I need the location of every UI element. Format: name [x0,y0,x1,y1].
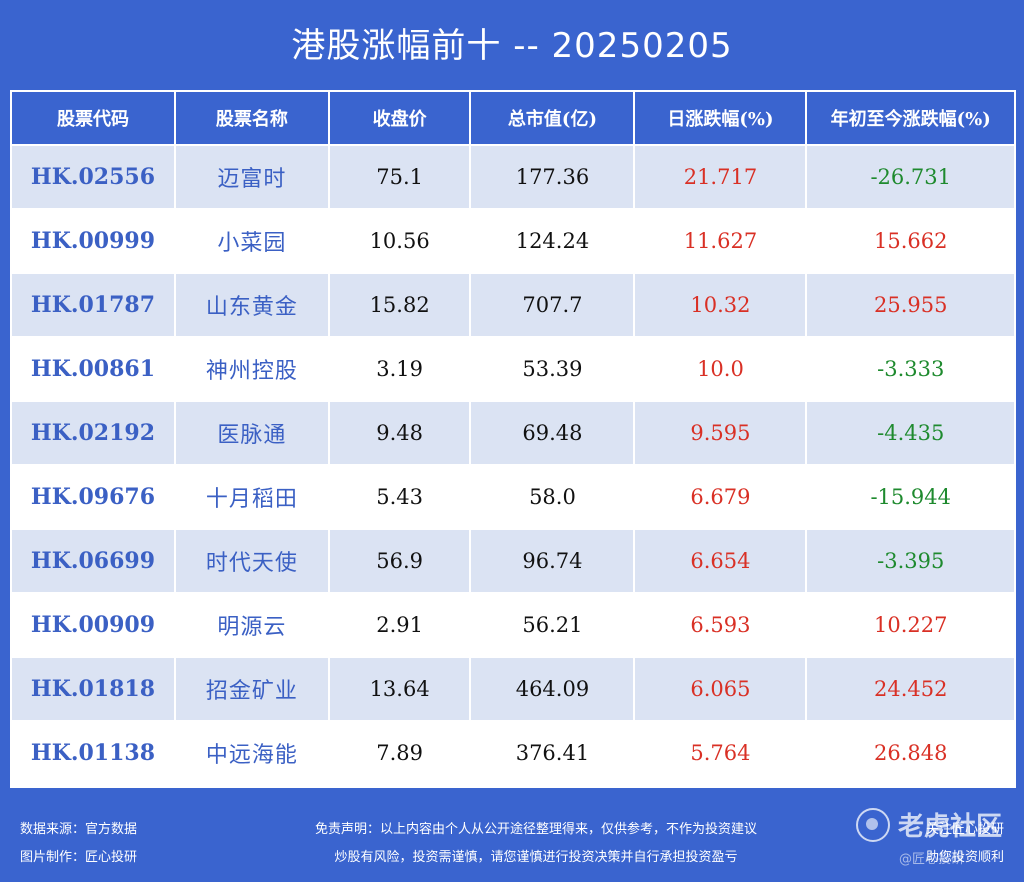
stock-name-cell: 医脉通 [175,402,328,464]
stock-code-cell: HK.00909 [12,594,174,656]
market-cap-cell: 53.39 [471,338,634,400]
header-code[interactable]: 股票代码 [12,92,174,144]
stock-code-cell: HK.09676 [12,466,174,528]
market-cap-cell: 376.41 [471,722,634,784]
stock-name-cell: 十月稻田 [175,466,328,528]
header-day-change[interactable]: 日涨跌幅(%) [635,92,806,144]
table-row[interactable]: HK.09676 十月稻田 5.43 58.0 6.679 -15.944 [12,466,1014,528]
ytd-change-cell: -4.435 [807,402,1014,464]
ytd-change-cell: 24.452 [807,658,1014,720]
close-price-cell: 5.43 [329,466,470,528]
table-row[interactable]: HK.01787 山东黄金 15.82 707.7 10.32 25.955 [12,274,1014,336]
day-change-cell: 6.654 [635,530,806,592]
header-market-cap[interactable]: 总市值(亿) [471,92,634,144]
day-change-cell: 6.065 [635,658,806,720]
close-price-cell: 56.9 [329,530,470,592]
stock-code-cell: HK.00999 [12,210,174,272]
stock-name-cell: 招金矿业 [175,658,328,720]
day-change-cell: 10.32 [635,274,806,336]
close-price-cell: 15.82 [329,274,470,336]
table-row[interactable]: HK.02192 医脉通 9.48 69.48 9.595 -4.435 [12,402,1014,464]
stock-name-cell: 小菜园 [175,210,328,272]
table-row[interactable]: HK.00999 小菜园 10.56 124.24 11.627 15.662 [12,210,1014,272]
close-price-cell: 2.91 [329,594,470,656]
ytd-change-cell: 10.227 [807,594,1014,656]
stock-name-cell: 明源云 [175,594,328,656]
footer-wish: 助您投资顺利 [925,850,1004,865]
ytd-change-cell: 26.848 [807,722,1014,784]
stock-code-cell: HK.02192 [12,402,174,464]
ytd-change-cell: -15.944 [807,466,1014,528]
close-price-cell: 13.64 [329,658,470,720]
stock-table: 股票代码 股票名称 收盘价 总市值(亿) 日涨跌幅(%) 年初至今涨跌幅(%) … [10,90,1016,786]
stock-name-cell: 神州控股 [175,338,328,400]
day-change-cell: 6.593 [635,594,806,656]
market-cap-cell: 464.09 [471,658,634,720]
header-name[interactable]: 股票名称 [175,92,328,144]
ytd-change-cell: -3.395 [807,530,1014,592]
market-cap-cell: 69.48 [471,402,634,464]
footer: 数据来源：官方数据 图片制作：匠心投研 免责声明：以上内容由个人从公开途径整理得… [0,800,1024,882]
table-row[interactable]: HK.02556 迈富时 75.1 177.36 21.717 -26.731 [12,146,1014,208]
footer-maker: 图片制作：匠心投研 [20,850,138,865]
stock-code-cell: HK.02556 [12,146,174,208]
stock-table-container: 股票代码 股票名称 收盘价 总市值(亿) 日涨跌幅(%) 年初至今涨跌幅(%) … [10,90,1016,788]
close-price-cell: 7.89 [329,722,470,784]
watermark: 老虎社区 [855,806,1002,843]
market-cap-cell: 707.7 [471,274,634,336]
stock-code-cell: HK.01818 [12,658,174,720]
table-row[interactable]: HK.01138 中远海能 7.89 376.41 5.764 26.848 [12,722,1014,784]
header-close[interactable]: 收盘价 [329,92,470,144]
stock-name-cell: 中远海能 [175,722,328,784]
footer-risk-warning: 炒股有风险，投资需谨慎，请您谨慎进行投资决策并自行承担投资盈亏 [334,850,738,865]
market-cap-cell: 124.24 [471,210,634,272]
day-change-cell: 9.595 [635,402,806,464]
header-ytd-change[interactable]: 年初至今涨跌幅(%) [807,92,1014,144]
stock-name-cell: 时代天使 [175,530,328,592]
day-change-cell: 21.717 [635,146,806,208]
stock-name-cell: 迈富时 [175,146,328,208]
footer-source: 数据来源：官方数据 [20,822,138,837]
day-change-cell: 6.679 [635,466,806,528]
ytd-change-cell: -26.731 [807,146,1014,208]
day-change-cell: 5.764 [635,722,806,784]
footer-disclaimer: 免责声明：以上内容由个人从公开途径整理得来，仅供参考，不作为投资建议 [314,822,757,837]
stock-code-cell: HK.01138 [12,722,174,784]
footer-follow: 关注匠心投研 [925,822,1004,837]
table-row[interactable]: HK.01818 招金矿业 13.64 464.09 6.065 24.452 [12,658,1014,720]
table-row[interactable]: HK.00861 神州控股 3.19 53.39 10.0 -3.333 [12,338,1014,400]
ytd-change-cell: 15.662 [807,210,1014,272]
page-title: 港股涨幅前十 -- 20250205 [291,26,733,66]
market-cap-cell: 56.21 [471,594,634,656]
stock-name-cell: 山东黄金 [175,274,328,336]
market-cap-cell: 96.74 [471,530,634,592]
close-price-cell: 3.19 [329,338,470,400]
table-header-row: 股票代码 股票名称 收盘价 总市值(亿) 日涨跌幅(%) 年初至今涨跌幅(%) [12,92,1014,144]
table-row[interactable]: HK.00909 明源云 2.91 56.21 6.593 10.227 [12,594,1014,656]
close-price-cell: 10.56 [329,210,470,272]
tiger-logo-icon [855,807,890,842]
watermark-text: 老虎社区 [897,812,1002,842]
stock-code-cell: HK.06699 [12,530,174,592]
day-change-cell: 11.627 [635,210,806,272]
stock-code-cell: HK.00861 [12,338,174,400]
market-cap-cell: 58.0 [471,466,634,528]
market-cap-cell: 177.36 [471,146,634,208]
ytd-change-cell: -3.333 [807,338,1014,400]
watermark-handle: @匠心投研 [898,852,964,867]
close-price-cell: 9.48 [329,402,470,464]
close-price-cell: 75.1 [329,146,470,208]
ytd-change-cell: 25.955 [807,274,1014,336]
table-row[interactable]: HK.06699 时代天使 56.9 96.74 6.654 -3.395 [12,530,1014,592]
stock-code-cell: HK.01787 [12,274,174,336]
day-change-cell: 10.0 [635,338,806,400]
